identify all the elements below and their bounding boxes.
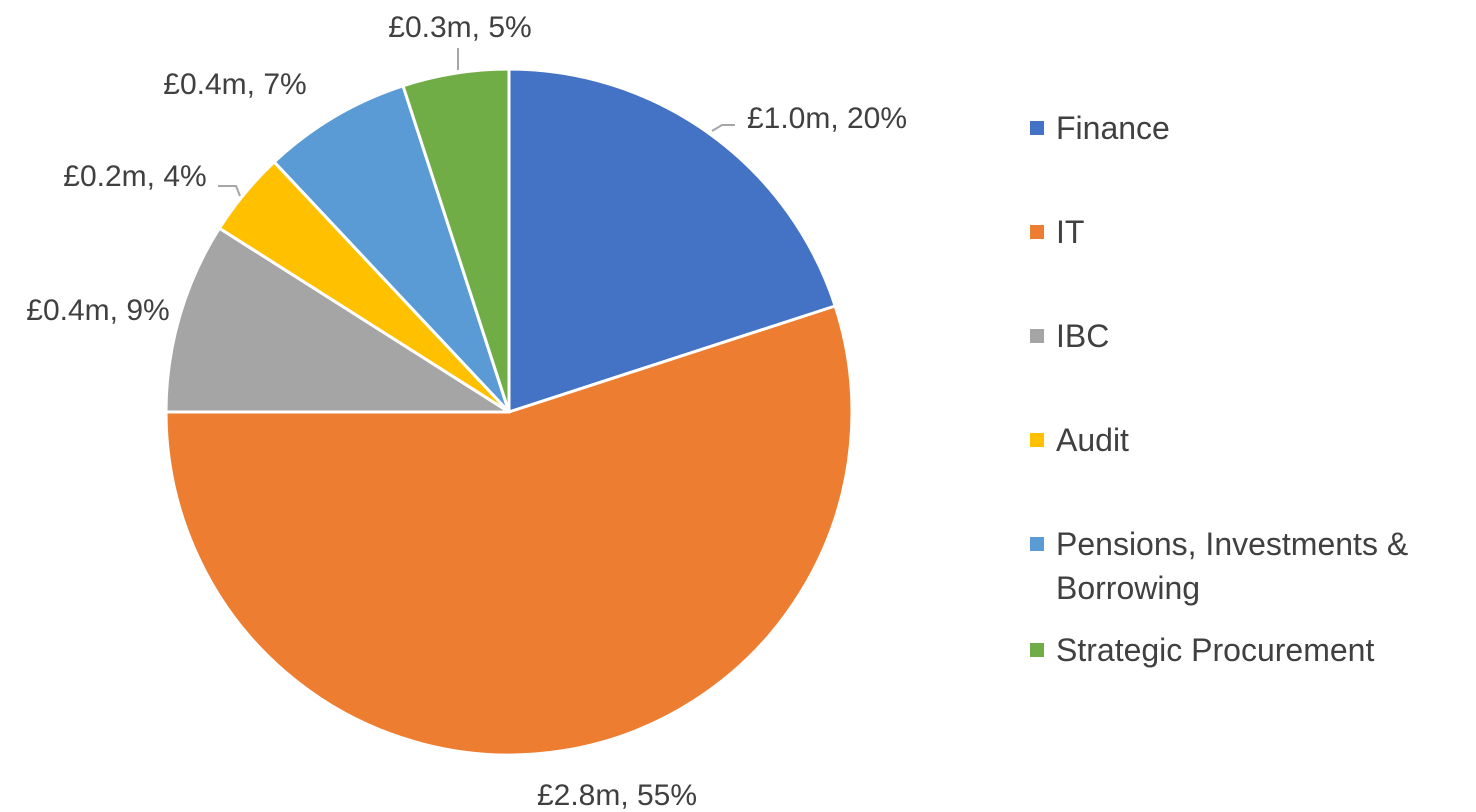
legend-item: Finance	[1030, 106, 1476, 210]
pie-slice	[164, 304, 854, 757]
legend-label: Pensions, Investments & Borrowing	[1056, 526, 1409, 606]
legend-item: Pensions, Investments & Borrowing	[1030, 522, 1476, 628]
legend-label: Strategic Procurement	[1056, 632, 1375, 668]
legend-swatch	[1030, 121, 1044, 135]
legend-label: Finance	[1056, 110, 1170, 146]
legend-swatch	[1030, 537, 1044, 551]
legend-item: Audit	[1030, 418, 1476, 522]
data-label: £1.0m, 20%	[747, 102, 907, 135]
legend-swatch	[1030, 643, 1044, 657]
pie-slice	[272, 84, 511, 414]
data-label: £0.2m, 4%	[63, 160, 206, 193]
pie-slice	[401, 67, 511, 414]
legend-label: IBC	[1056, 318, 1110, 354]
legend-swatch	[1030, 329, 1044, 343]
legend-item: Strategic Procurement	[1030, 628, 1476, 732]
pie-slice	[507, 67, 837, 414]
legend-swatch	[1030, 433, 1044, 447]
legend-item: IBC	[1030, 314, 1476, 418]
leader-line	[218, 185, 241, 197]
data-label: £2.8m, 55%	[537, 779, 697, 812]
legend-label: Audit	[1056, 422, 1129, 458]
data-label: £0.4m, 7%	[163, 68, 306, 101]
legend-swatch	[1030, 225, 1044, 239]
legend-item: IT	[1030, 210, 1476, 314]
leader-line	[711, 124, 735, 132]
pie-slice	[164, 226, 511, 414]
legend: Finance IT IBC Audit Pensions, Investments &…	[1030, 106, 1476, 732]
data-label: £0.4m, 9%	[26, 294, 169, 327]
data-label: £0.3m, 5%	[388, 11, 531, 44]
legend-label: IT	[1056, 214, 1085, 250]
